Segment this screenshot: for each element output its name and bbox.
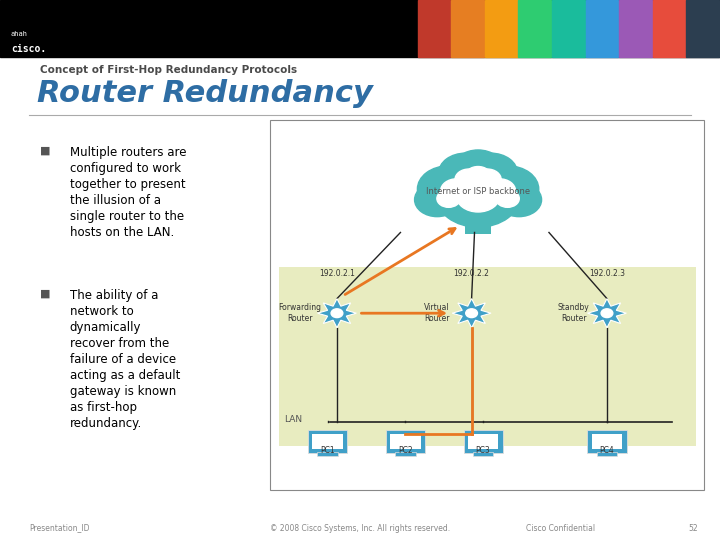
Bar — [619, 0, 652, 57]
Text: Concept of First-Hop Redundancy Protocols: Concept of First-Hop Redundancy Protocol… — [40, 64, 297, 75]
Text: 192.0.2.1: 192.0.2.1 — [319, 269, 355, 278]
Bar — [279, 267, 696, 446]
Circle shape — [473, 169, 501, 190]
Circle shape — [496, 190, 519, 207]
Circle shape — [466, 309, 477, 318]
Bar — [473, 453, 493, 456]
Circle shape — [437, 190, 460, 207]
Text: Router Redundancy: Router Redundancy — [37, 79, 373, 108]
Bar — [585, 0, 618, 57]
Bar — [390, 434, 420, 449]
Bar — [686, 0, 719, 57]
Text: cisco.: cisco. — [11, 44, 46, 54]
Circle shape — [483, 179, 516, 203]
Bar — [451, 0, 484, 57]
Circle shape — [331, 309, 343, 318]
Bar — [592, 434, 622, 449]
Text: Virtual
Router: Virtual Router — [424, 303, 450, 323]
Circle shape — [477, 166, 539, 212]
Text: The ability of a
network to
dynamically
recover from the
failure of a device
act: The ability of a network to dynamically … — [70, 289, 180, 430]
Text: 192.0.2.3: 192.0.2.3 — [589, 269, 625, 278]
Bar — [653, 0, 685, 57]
FancyBboxPatch shape — [465, 220, 491, 234]
Text: PC3: PC3 — [476, 446, 490, 455]
Text: ahah: ahah — [11, 31, 28, 37]
Circle shape — [455, 169, 483, 190]
Circle shape — [438, 153, 492, 193]
Bar — [318, 453, 338, 456]
Text: Multiple routers are
configured to work
together to present
the illusion of a
si: Multiple routers are configured to work … — [70, 146, 186, 239]
Text: PC2: PC2 — [398, 446, 413, 455]
Bar — [395, 453, 415, 456]
Text: ■: ■ — [40, 146, 50, 156]
Text: Forwarding
Router: Forwarding Router — [278, 303, 321, 323]
Bar — [485, 0, 518, 57]
Text: Cisco Confidential: Cisco Confidential — [526, 524, 595, 532]
Text: PC1: PC1 — [320, 446, 335, 455]
Text: Internet or ISP backbone: Internet or ISP backbone — [426, 187, 530, 195]
Circle shape — [415, 183, 460, 217]
Bar — [464, 430, 503, 453]
Bar — [552, 0, 585, 57]
Circle shape — [453, 150, 503, 188]
Bar — [270, 120, 704, 490]
Bar — [468, 434, 498, 449]
Bar — [386, 430, 425, 453]
Text: ■: ■ — [40, 289, 50, 299]
Text: Standby
Router: Standby Router — [558, 303, 590, 323]
Circle shape — [496, 183, 541, 217]
Text: © 2008 Cisco Systems, Inc. All rights reserved.: © 2008 Cisco Systems, Inc. All rights re… — [270, 524, 450, 532]
Text: 192.0.2.2: 192.0.2.2 — [454, 269, 490, 278]
Bar — [597, 453, 617, 456]
Circle shape — [418, 166, 480, 212]
Text: PC4: PC4 — [600, 446, 614, 455]
Polygon shape — [588, 299, 626, 328]
Text: 52: 52 — [689, 524, 698, 532]
Polygon shape — [452, 299, 491, 328]
Circle shape — [464, 153, 518, 193]
Bar — [308, 430, 347, 453]
Bar — [588, 430, 626, 453]
Circle shape — [601, 309, 613, 318]
Text: Presentation_ID: Presentation_ID — [29, 524, 89, 532]
Bar — [518, 0, 552, 57]
Circle shape — [465, 166, 491, 186]
Text: LAN: LAN — [284, 415, 302, 424]
Circle shape — [441, 179, 473, 203]
Bar — [418, 0, 451, 57]
Polygon shape — [318, 299, 356, 328]
Bar — [312, 434, 343, 449]
Circle shape — [436, 164, 521, 227]
Bar — [0, 0, 720, 57]
Circle shape — [456, 179, 500, 212]
